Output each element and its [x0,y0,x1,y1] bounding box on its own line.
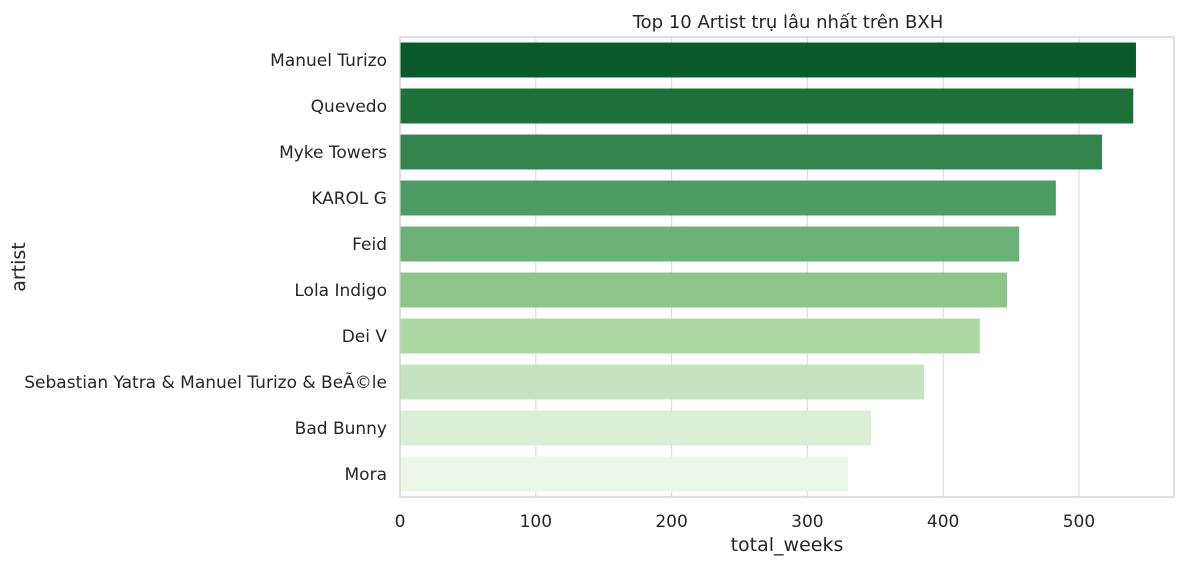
chart-title: Top 10 Artist trụ lâu nhất trên BXH [632,12,944,33]
bar [400,456,849,492]
y-tick-label: Bad Bunny [295,419,387,439]
y-tick-label: Mora [345,465,387,485]
y-tick-label: Manuel Turizo [270,51,387,71]
x-tick-label: 500 [1063,512,1095,532]
y-tick-labels: Manuel Turizo Quevedo Myke Towers KAROL G Fe… [24,51,387,485]
y-tick-label: Quevedo [311,97,387,117]
bar [400,42,1136,78]
bar [400,88,1134,124]
bar [400,272,1007,308]
bar [400,364,925,400]
x-tick-label: 400 [927,512,959,532]
y-axis-title: artist [8,242,30,292]
bar [400,134,1103,170]
y-tick-label: Sebastian Yatra & Manuel Turizo & BeÃ©le [24,371,387,393]
x-tick-label: 200 [655,512,687,532]
plot-frame [399,36,1175,498]
x-tick-label: 300 [791,512,823,532]
y-tick-label: KAROL G [311,189,387,209]
y-tick-label: Dei V [342,327,388,347]
bar [400,410,872,446]
bar [400,180,1056,216]
bar [400,226,1020,262]
y-tick-label: Myke Towers [279,143,387,163]
y-tick-label: Lola Indigo [294,281,387,301]
x-tick-label: 100 [520,512,552,532]
x-tick-labels: 0 100 200 300 400 500 [395,512,1096,532]
bars [400,42,1136,492]
y-tick-label: Feid [352,235,387,255]
bar [400,318,980,354]
x-tick-label: 0 [395,512,406,532]
x-axis-title: total_weeks [731,534,844,556]
